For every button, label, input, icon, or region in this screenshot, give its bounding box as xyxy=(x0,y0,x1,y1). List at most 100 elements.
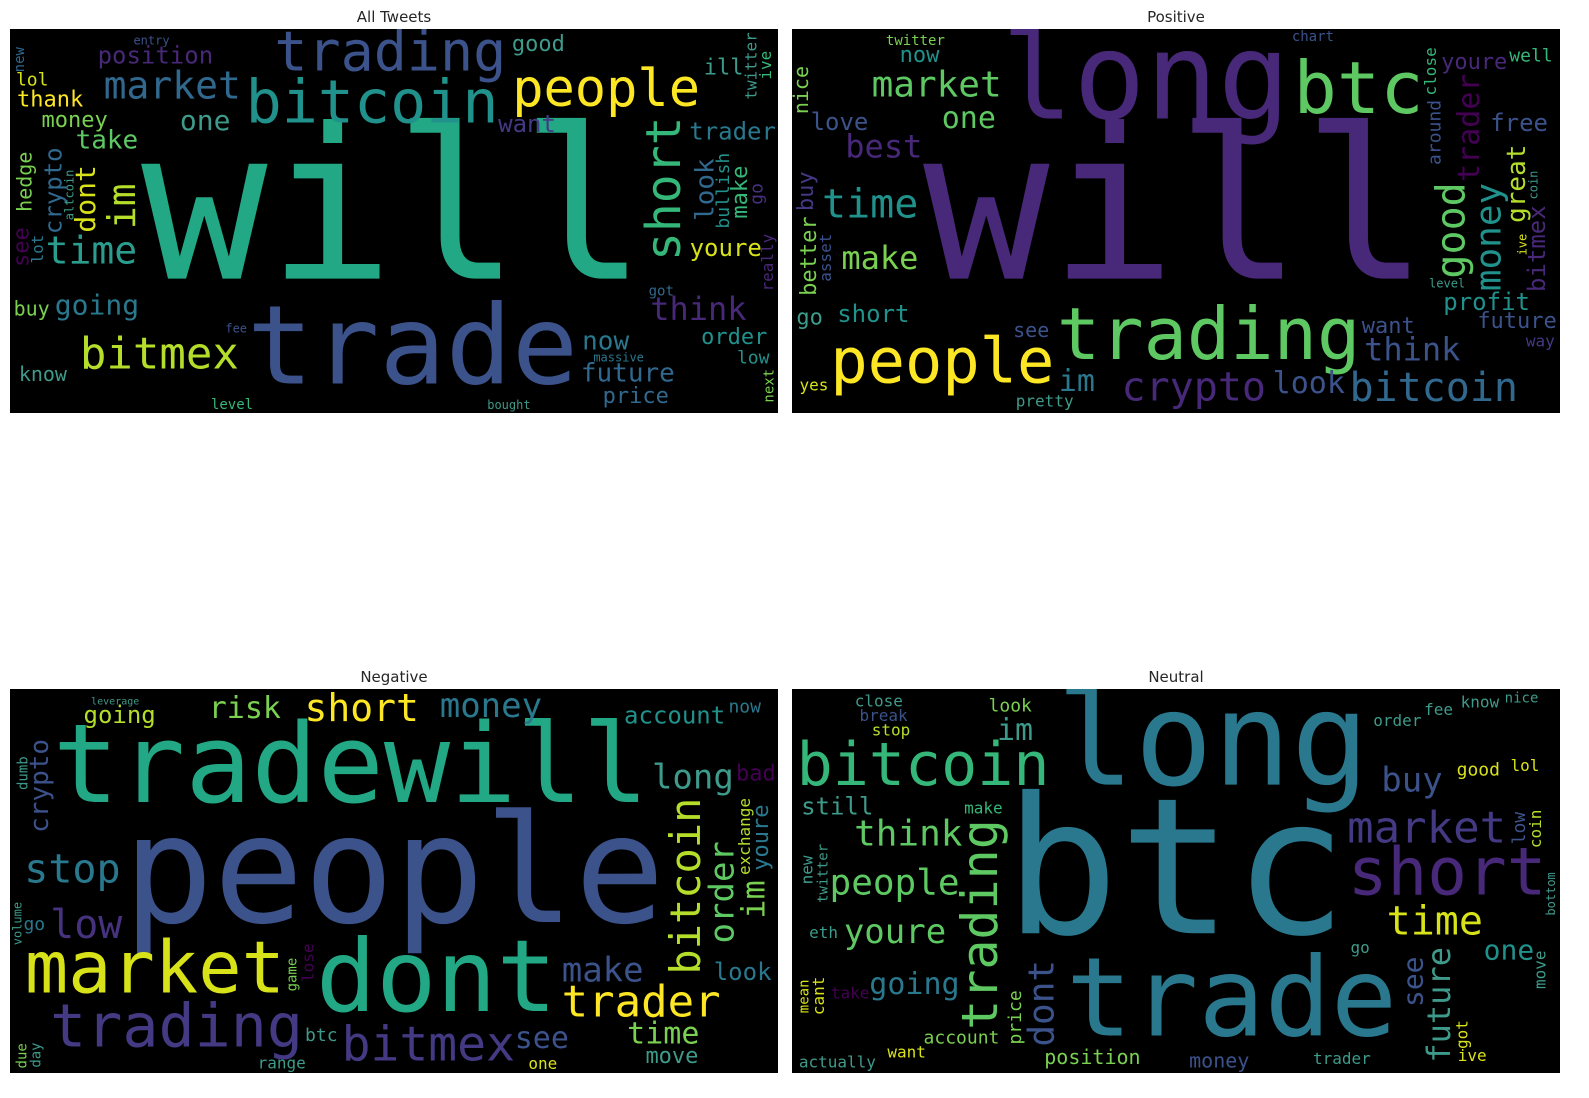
word: twitter xyxy=(815,844,831,903)
word: love xyxy=(811,108,869,136)
word: lol xyxy=(1510,756,1539,775)
word: look xyxy=(989,696,1033,717)
word: time xyxy=(822,182,918,228)
word: bitmex xyxy=(342,1016,515,1072)
word: bitcoin xyxy=(661,798,710,975)
word: market xyxy=(25,926,285,1010)
word: im xyxy=(1059,364,1095,399)
word: mean xyxy=(797,979,813,1013)
word: account xyxy=(624,702,725,730)
word: ive xyxy=(756,51,775,80)
word: go xyxy=(23,914,45,935)
word: asset xyxy=(816,234,835,282)
word: low xyxy=(737,347,770,368)
word: trader xyxy=(562,976,721,1027)
word: account xyxy=(924,1028,1000,1049)
word: look xyxy=(1273,366,1345,401)
word: youre xyxy=(1441,50,1507,75)
wordcloud-canvas: will trade bitcoin trading people short bitmex… xyxy=(10,29,778,413)
word: want xyxy=(1362,314,1415,339)
panel-title: All Tweets xyxy=(356,8,432,26)
word: good xyxy=(1457,759,1500,780)
word: order xyxy=(703,841,743,943)
word: now xyxy=(900,43,940,68)
word: see xyxy=(10,227,34,267)
word: trading xyxy=(1057,292,1360,376)
word: trading xyxy=(274,29,506,83)
word: buy xyxy=(14,296,50,320)
word: really xyxy=(758,233,777,291)
word: im xyxy=(100,183,144,229)
word: low xyxy=(1509,812,1530,845)
word: know xyxy=(19,362,68,386)
word: crypto xyxy=(1122,364,1267,410)
word: due xyxy=(14,1043,30,1068)
word: going xyxy=(55,289,139,322)
word: free xyxy=(1490,109,1548,137)
wordcloud-canvas: people tradewill dont market trading bitmex tr… xyxy=(10,689,778,1073)
word: better xyxy=(797,216,822,295)
word: order xyxy=(1373,711,1422,730)
word: youre xyxy=(844,912,946,952)
word: market xyxy=(1347,803,1506,854)
word: break xyxy=(860,706,909,725)
word: volume xyxy=(11,902,25,945)
word: long xyxy=(1056,689,1369,816)
panel-title: Positive xyxy=(1147,8,1205,26)
word: crypto xyxy=(25,739,55,833)
word: nice xyxy=(1505,690,1539,706)
word: going xyxy=(869,967,959,1002)
word: good xyxy=(512,32,565,57)
word: time xyxy=(46,228,138,272)
word: position xyxy=(98,41,214,69)
word: lol xyxy=(16,69,49,90)
word: level xyxy=(1429,276,1465,290)
word: bullish xyxy=(713,153,734,229)
word: want xyxy=(498,110,556,138)
word: trading xyxy=(951,819,1009,1030)
word: dont xyxy=(316,918,557,1035)
word: ive xyxy=(1458,1046,1487,1065)
word: bitcoin xyxy=(246,68,499,138)
word: price xyxy=(1005,990,1026,1044)
word: take xyxy=(76,125,139,155)
word: trader xyxy=(689,118,776,146)
word: trading xyxy=(50,991,303,1061)
word: one xyxy=(180,104,231,137)
word: bitmex xyxy=(1523,205,1551,292)
word: twitter xyxy=(742,32,761,100)
word: low xyxy=(50,902,123,948)
word: make xyxy=(841,239,918,277)
word: im xyxy=(735,880,773,919)
word: got xyxy=(649,283,674,299)
word: move xyxy=(645,1044,698,1069)
word: ill xyxy=(704,55,744,80)
wordcloud-canvas: btc long trade short bitcoin trading market tim… xyxy=(792,689,1560,1073)
word: btc xyxy=(1004,757,1347,978)
word: trader xyxy=(1452,74,1487,182)
word: fee xyxy=(1424,700,1453,719)
word: look xyxy=(690,158,720,221)
word: long xyxy=(1001,29,1290,147)
word: dont xyxy=(1021,960,1062,1047)
word: stop xyxy=(24,846,120,892)
word: one xyxy=(1484,934,1535,967)
word: btc xyxy=(305,1025,338,1046)
word: money xyxy=(1189,1048,1249,1072)
word: future xyxy=(1477,309,1556,334)
word: now xyxy=(582,326,629,356)
word: price xyxy=(603,384,669,409)
word: twitter xyxy=(886,33,945,49)
word: people xyxy=(123,784,665,958)
word: dumb xyxy=(16,756,32,790)
word: nice xyxy=(792,66,813,114)
word: hedge xyxy=(13,152,37,212)
word: go xyxy=(796,306,823,331)
word: will xyxy=(923,84,1429,329)
word: bottom xyxy=(1544,872,1558,915)
word: money xyxy=(1469,183,1510,291)
word: bad xyxy=(736,762,776,787)
